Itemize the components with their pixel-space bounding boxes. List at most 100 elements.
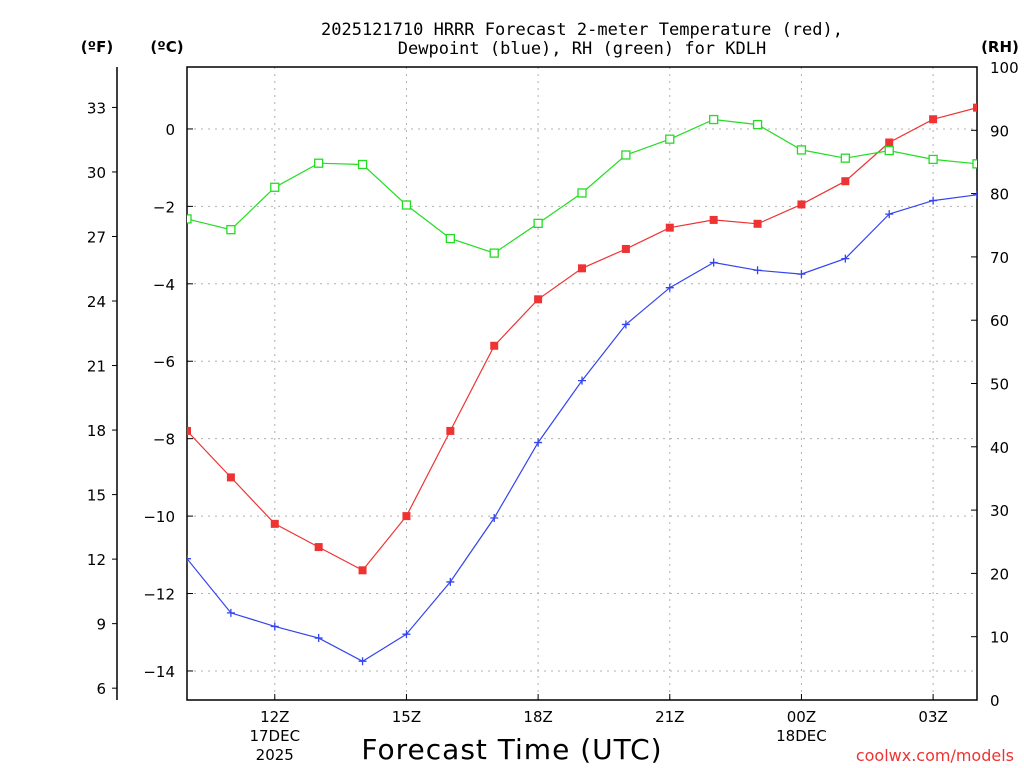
x-tick-label: 18Z (523, 708, 552, 726)
series-rh (187, 114, 977, 258)
temperature-point (621, 244, 630, 253)
celsius-tick-label: 0 (165, 121, 175, 139)
series-dewpoint (187, 190, 977, 666)
fahrenheit-tick-label: 18 (87, 422, 106, 440)
temperature-point (973, 103, 977, 112)
dewpoint-point (665, 283, 674, 292)
dewpoint-point (753, 266, 762, 275)
rh-tick-label: 50 (990, 376, 1009, 394)
dewpoint-point (621, 320, 630, 329)
rh-point (884, 145, 894, 156)
rh-tick-label: 100 (990, 59, 1019, 77)
x-tick-date: 17DEC (249, 727, 300, 745)
fahrenheit-tick-label: 27 (87, 228, 106, 246)
dewpoint-point (797, 270, 806, 279)
dewpoint-point (973, 190, 977, 199)
rh-tick-label: 20 (990, 565, 1009, 583)
series-layer (187, 103, 977, 666)
rh-point (489, 248, 499, 258)
temperature-point (797, 200, 806, 209)
grid-layer (187, 67, 977, 700)
dewpoint-point (709, 258, 718, 267)
rh-point (533, 218, 543, 229)
rh-point (840, 153, 850, 163)
fahrenheit-tick-label: 21 (87, 358, 106, 376)
chart-title-line2: Dewpoint (blue), RH (green) for KDLH (398, 39, 766, 59)
rh-tick-label: 60 (990, 312, 1009, 330)
x-tick-label: 21Z (655, 708, 684, 726)
dewpoint-point (534, 438, 543, 447)
dewpoint-point (578, 376, 586, 385)
celsius-tick-label: −10 (143, 508, 175, 526)
watermark: coolwx.com/models (856, 746, 1014, 765)
rh-point (665, 134, 675, 144)
x-tick-label: 03Z (918, 708, 947, 726)
dewpoint-point (270, 622, 279, 631)
temperature-point (841, 177, 850, 186)
rh-axis-unit: (RH) (981, 38, 1019, 56)
temperature-point (358, 566, 367, 575)
chart-title-line1: 2025121710 HRRR Forecast 2-meter Tempera… (321, 20, 843, 40)
temperature-point (753, 219, 762, 228)
dewpoint-point (490, 514, 499, 523)
x-tick-label: 15Z (392, 708, 421, 726)
rh-point (796, 145, 807, 155)
rh-point (270, 182, 280, 192)
celsius-tick-label: −8 (153, 431, 175, 449)
rh-point (577, 188, 587, 198)
rh-point (972, 159, 977, 169)
dewpoint-point (929, 196, 938, 205)
celsius-tick-label: −4 (153, 276, 175, 294)
rh-point (226, 225, 236, 235)
rh-point (445, 233, 455, 244)
rh-tick-label: 70 (990, 249, 1009, 267)
rh-tick-label: 80 (990, 186, 1009, 204)
rh-point (401, 200, 412, 210)
fahrenheit-tick-label: 15 (87, 487, 106, 505)
axis-layer (112, 66, 978, 701)
temperature-point (709, 215, 718, 224)
rh-tick-label: 40 (990, 439, 1009, 457)
dewpoint-point (314, 634, 323, 643)
celsius-tick-label: −6 (153, 353, 175, 371)
x-tick-label: 00Z (787, 708, 816, 726)
rh-point (314, 158, 324, 168)
temperature-point (314, 543, 323, 552)
x-tick-date: 18DEC (776, 727, 827, 745)
dewpoint-point (358, 657, 367, 666)
temperature-point (578, 264, 586, 273)
temperature-point (187, 426, 191, 435)
celsius-axis-unit: (ºC) (150, 38, 183, 56)
fahrenheit-tick-label: 12 (87, 551, 106, 569)
celsius-tick-label: −12 (143, 586, 175, 604)
rh-point (187, 214, 192, 224)
fahrenheit-tick-label: 6 (96, 680, 106, 698)
fahrenheit-tick-label: 24 (87, 293, 106, 311)
rh-point (621, 150, 631, 160)
dewpoint-point (226, 608, 235, 617)
temperature-point (885, 138, 894, 147)
fahrenheit-tick-label: 33 (87, 99, 106, 117)
rh-tick-label: 30 (990, 502, 1009, 520)
rh-point (709, 114, 719, 125)
rh-point (928, 154, 938, 165)
rh-point (357, 159, 368, 170)
x-tick-label: 12Z (260, 708, 289, 726)
temperature-point (665, 223, 674, 232)
temperature-point (402, 512, 411, 521)
rh-point (752, 119, 763, 130)
tick-labels: 3330272421181512960−2−4−6−8−10−12−141009… (87, 59, 1019, 764)
celsius-tick-label: −2 (153, 198, 175, 216)
temperature-point (929, 115, 938, 124)
dewpoint-point (187, 554, 191, 563)
temperature-point (534, 295, 543, 304)
fahrenheit-tick-label: 30 (87, 164, 106, 182)
rh-tick-label: 90 (990, 122, 1009, 140)
x-axis-title: Forecast Time (UTC) (361, 733, 662, 766)
temperature-point (446, 426, 455, 435)
temperature-point (226, 473, 235, 482)
fahrenheit-axis-unit: (ºF) (81, 38, 113, 56)
rh-tick-label: 0 (990, 692, 1000, 710)
